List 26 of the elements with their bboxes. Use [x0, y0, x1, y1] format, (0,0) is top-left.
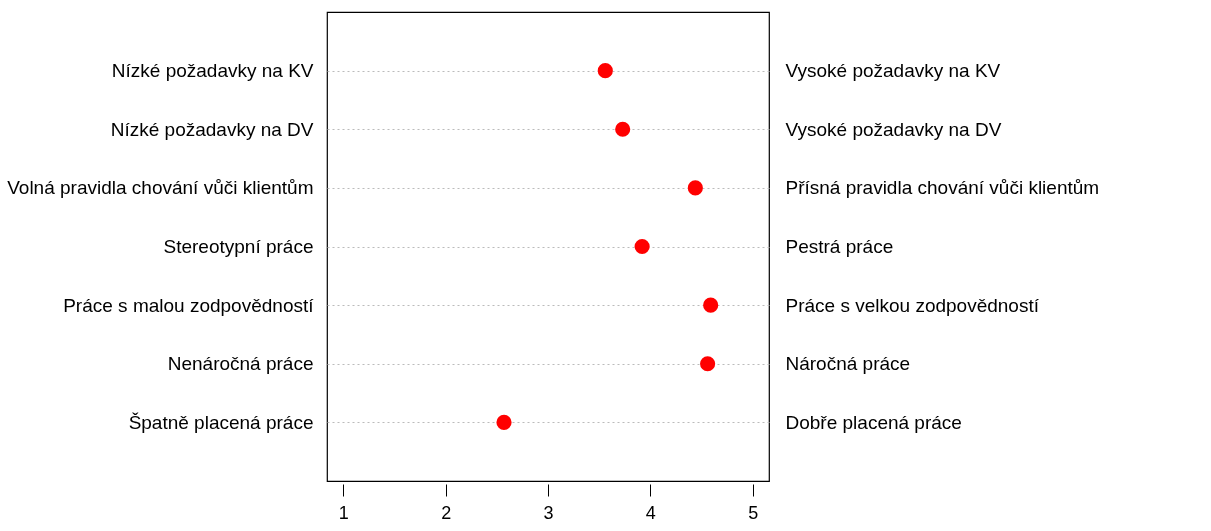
- y2-tick-label: Vysoké požadavky na DV: [785, 118, 1002, 140]
- y-tick-label: Volná pravidla chování vůči klientům: [7, 177, 314, 199]
- x-tick-label: 3: [543, 502, 554, 523]
- point: [700, 356, 716, 372]
- y2-tick-label: Dobře placená práce: [785, 411, 962, 433]
- point: [634, 238, 650, 255]
- y-tick-label: Nenáročná práce: [167, 353, 314, 375]
- y2-tick-label: Přísná pravidla chování vůči klientům: [785, 177, 1100, 199]
- y-tick-label: Stereotypní práce: [163, 236, 314, 257]
- y-tick-label: Práce s malou zodpovědností: [63, 294, 315, 316]
- point: [703, 297, 719, 313]
- x-tick-label: 4: [645, 502, 656, 523]
- y2-tick-label: Náročná práce: [785, 353, 911, 375]
- point: [597, 63, 613, 79]
- x-tick-label: 2: [441, 502, 452, 523]
- point: [615, 121, 631, 137]
- y-tick-label: Nízké požadavky na KV: [111, 60, 314, 82]
- y2-tick-label: Vysoké požadavky na KV: [785, 60, 1001, 82]
- y2-tick-label: Pestrá práce: [785, 236, 894, 257]
- y-tick-label: Nízké požadavky na DV: [110, 118, 314, 140]
- point: [687, 180, 703, 196]
- x-tick-label: 1: [338, 502, 349, 523]
- x-tick-label: 5: [748, 502, 759, 523]
- y2-tick-label: Práce s velkou zodpovědností: [785, 294, 1040, 316]
- y-tick-label: Špatně placená práce: [128, 411, 314, 433]
- point: [496, 414, 512, 430]
